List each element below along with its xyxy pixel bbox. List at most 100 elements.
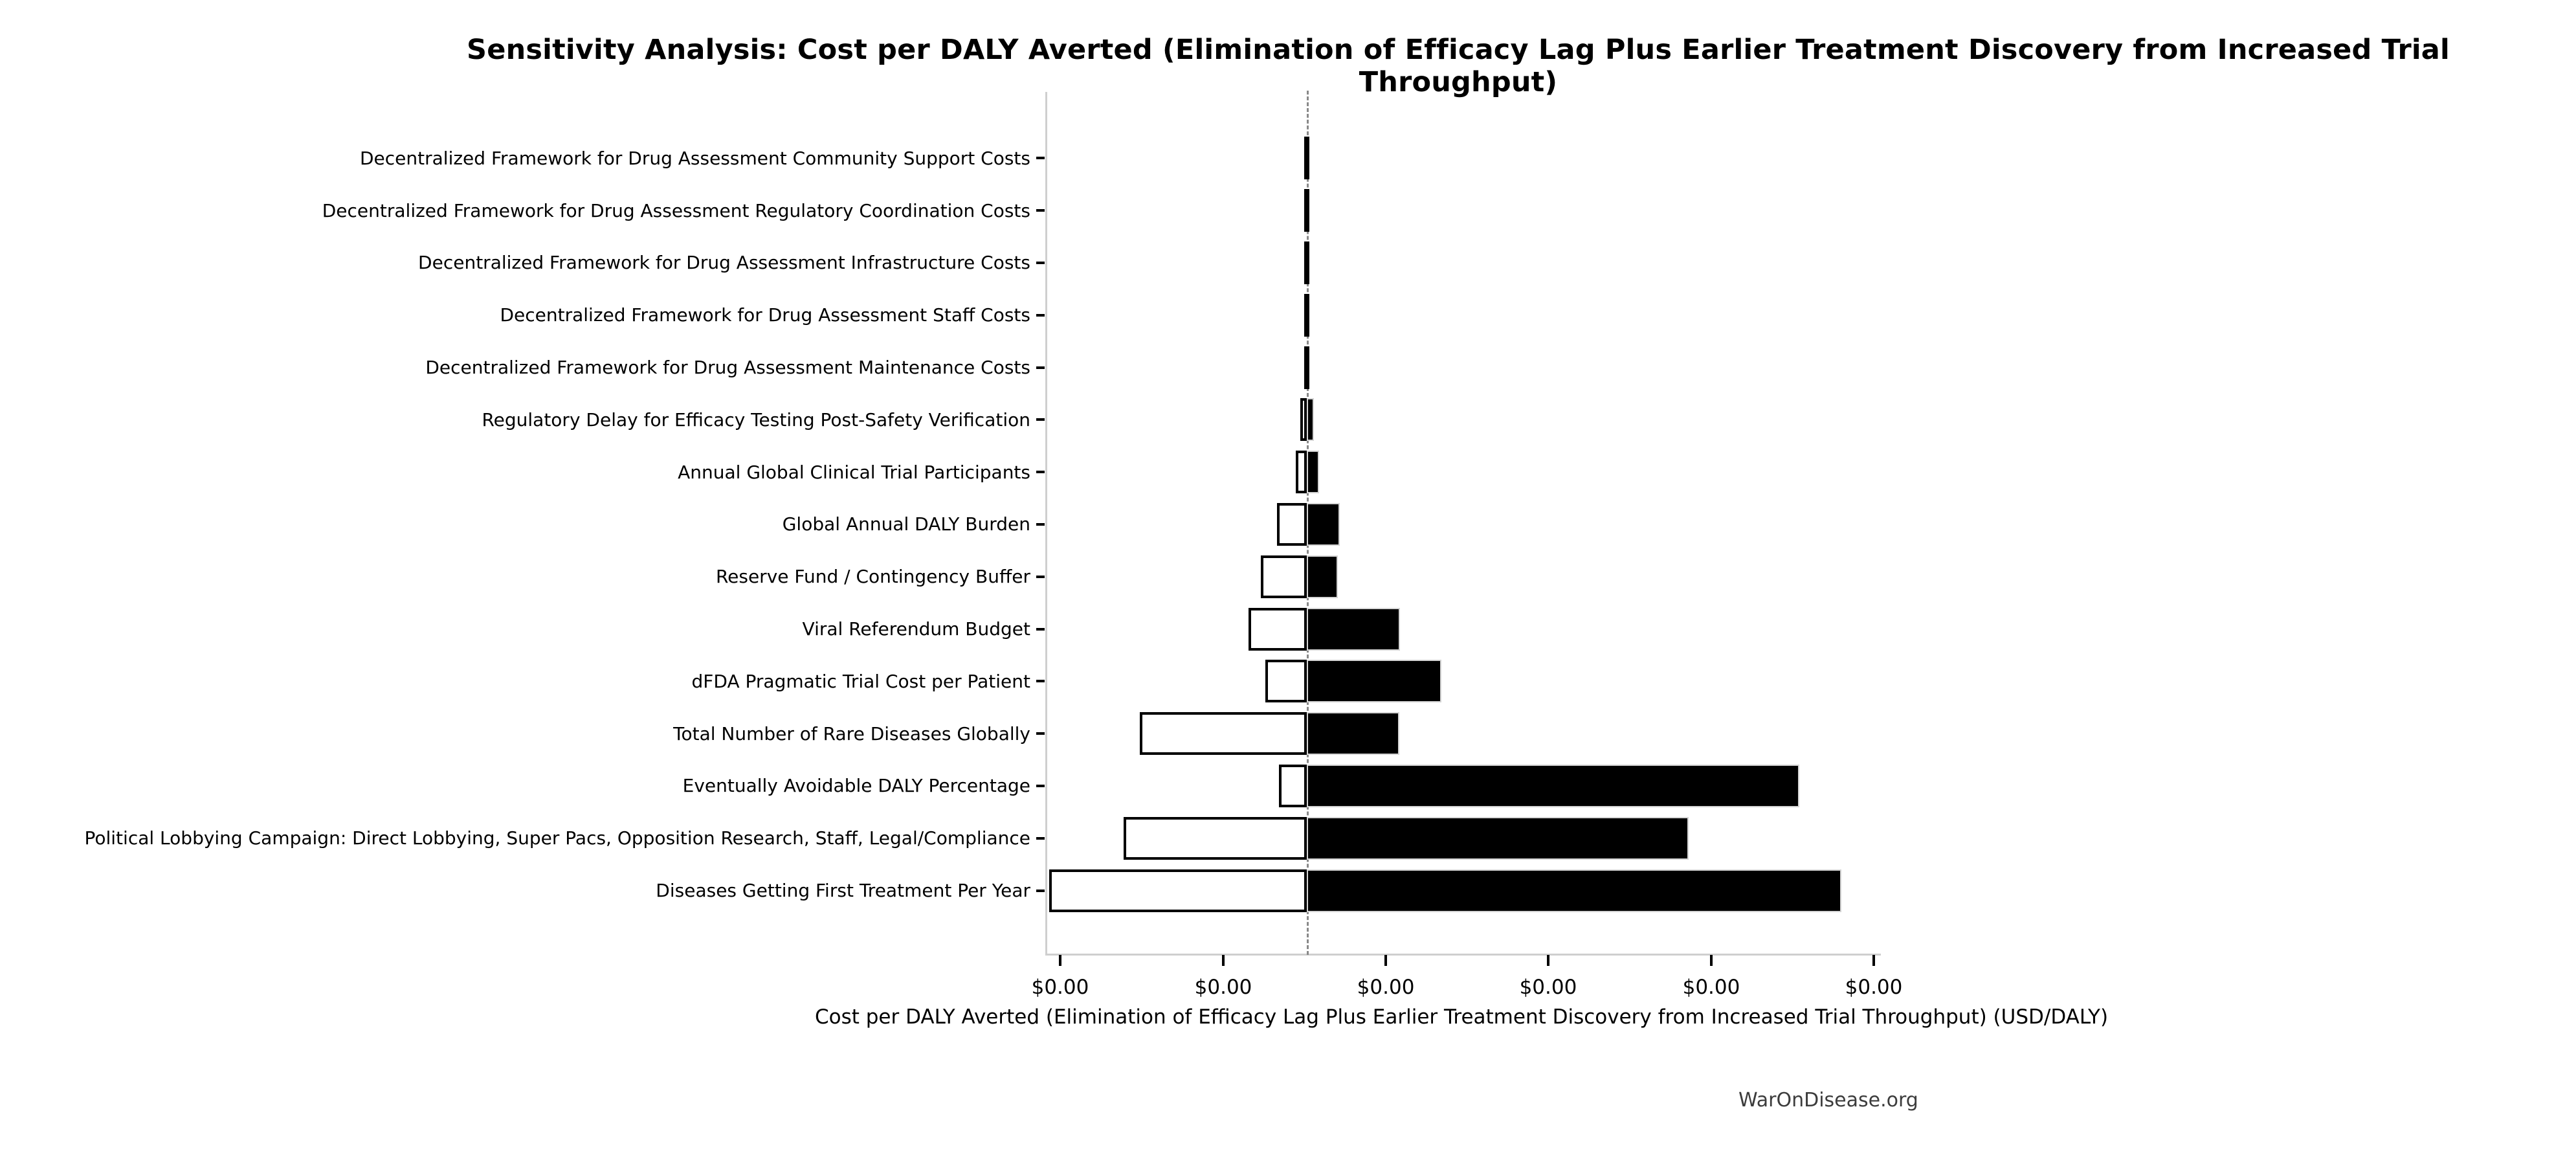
- y-tick-mark: [1036, 209, 1045, 212]
- bar-low-white: [1279, 764, 1307, 807]
- y-tick-mark: [1036, 157, 1045, 160]
- x-axis-spine: [1045, 954, 1881, 956]
- category-label: Annual Global Clinical Trial Participant…: [678, 461, 1030, 483]
- x-tick-mark: [1384, 955, 1388, 966]
- x-tick-label: $0.00: [1194, 976, 1252, 999]
- bar-near-zero: [1304, 189, 1309, 232]
- category-label: Viral Referendum Budget: [802, 618, 1030, 640]
- y-tick-mark: [1036, 889, 1045, 892]
- y-tick-mark: [1036, 366, 1045, 369]
- x-tick-label: $0.00: [1845, 976, 1903, 999]
- category-label: Decentralized Framework for Drug Assessm…: [500, 304, 1030, 326]
- bar-high-black: [1307, 764, 1799, 807]
- tornado-row: [1047, 708, 1877, 760]
- tornado-row: [1047, 394, 1877, 446]
- bar-low-white: [1123, 816, 1307, 860]
- tornado-row: [1047, 864, 1877, 917]
- category-row: Decentralized Framework for Drug Assessm…: [0, 132, 1047, 185]
- bar-low-white: [1265, 660, 1307, 703]
- x-tick-label: $0.00: [1682, 976, 1740, 999]
- tornado-row: [1047, 185, 1877, 237]
- y-axis-labels: Decentralized Framework for Drug Assessm…: [0, 92, 1047, 954]
- tornado-row: [1047, 603, 1877, 655]
- y-tick-mark: [1036, 784, 1045, 787]
- chart-title: Sensitivity Analysis: Cost per DALY Aver…: [467, 34, 2450, 98]
- tornado-row: [1047, 498, 1877, 551]
- category-label: Eventually Avoidable DALY Percentage: [682, 775, 1030, 797]
- tornado-row: [1047, 760, 1877, 812]
- bar-low-white: [1249, 607, 1307, 651]
- category-label: Decentralized Framework for Drug Assessm…: [322, 199, 1030, 221]
- x-tick-mark: [1058, 955, 1061, 966]
- tornado-row: [1047, 289, 1877, 341]
- bar-low-white: [1139, 712, 1307, 756]
- x-tick-label: $0.00: [1519, 976, 1577, 999]
- y-tick-mark: [1036, 732, 1045, 735]
- x-tick-mark: [1546, 955, 1549, 966]
- tornado-row: [1047, 132, 1877, 185]
- category-row: Annual Global Clinical Trial Participant…: [0, 446, 1047, 498]
- category-row: Viral Referendum Budget: [0, 603, 1047, 655]
- category-row: Decentralized Framework for Drug Assessm…: [0, 185, 1047, 237]
- y-tick-mark: [1036, 261, 1045, 264]
- y-tick-mark: [1036, 418, 1045, 421]
- category-label: Diseases Getting First Treatment Per Yea…: [656, 880, 1030, 902]
- x-axis-title: Cost per DALY Averted (Elimination of Ef…: [814, 1005, 2109, 1029]
- y-tick-mark: [1036, 575, 1045, 578]
- bar-near-zero: [1304, 137, 1309, 180]
- category-label: Regulatory Delay for Efficacy Testing Po…: [482, 409, 1030, 431]
- tornado-row: [1047, 446, 1877, 498]
- bar-low-white: [1260, 555, 1307, 598]
- category-row: Total Number of Rare Diseases Globally: [0, 708, 1047, 760]
- y-tick-mark: [1036, 836, 1045, 840]
- y-tick-mark: [1036, 522, 1045, 526]
- x-tick-mark: [1872, 955, 1875, 966]
- category-row: dFDA Pragmatic Trial Cost per Patient: [0, 655, 1047, 708]
- bar-near-zero: [1304, 293, 1309, 337]
- tornado-row: [1047, 237, 1877, 289]
- category-row: Decentralized Framework for Drug Assessm…: [0, 289, 1047, 341]
- x-axis-ticks: $0.00 $0.00 $0.00 $0.00 $0.00 $0.00: [1032, 954, 1902, 1038]
- tornado-row: [1047, 655, 1877, 708]
- category-row: Decentralized Framework for Drug Assessm…: [0, 341, 1047, 394]
- x-tick-label: $0.00: [1357, 976, 1415, 999]
- bar-high-black: [1307, 398, 1315, 442]
- bar-low-white: [1295, 451, 1307, 494]
- tornado-rows: [1047, 92, 1877, 954]
- category-row: Diseases Getting First Treatment Per Yea…: [0, 864, 1047, 917]
- bar-near-zero: [1304, 241, 1309, 284]
- category-label: Decentralized Framework for Drug Assessm…: [360, 147, 1030, 169]
- category-row: Eventually Avoidable DALY Percentage: [0, 760, 1047, 812]
- x-tick-mark: [1709, 955, 1713, 966]
- bar-high-black: [1307, 451, 1319, 494]
- category-label: Decentralized Framework for Drug Assessm…: [418, 252, 1030, 274]
- tornado-row: [1047, 341, 1877, 394]
- category-row: Reserve Fund / Contingency Buffer: [0, 550, 1047, 603]
- category-label: Political Lobbying Campaign: Direct Lobb…: [84, 827, 1030, 849]
- bar-low-white: [1276, 502, 1307, 546]
- y-tick-mark: [1036, 471, 1045, 474]
- category-label: dFDA Pragmatic Trial Cost per Patient: [691, 670, 1031, 692]
- bar-high-black: [1307, 712, 1399, 756]
- x-tick-mark: [1222, 955, 1225, 966]
- bar-high-black: [1307, 607, 1400, 651]
- tornado-row: [1047, 550, 1877, 603]
- bar-high-black: [1307, 502, 1340, 546]
- category-row: Political Lobbying Campaign: Direct Lobb…: [0, 812, 1047, 864]
- category-label: Global Annual DALY Burden: [782, 513, 1030, 535]
- category-row: Decentralized Framework for Drug Assessm…: [0, 237, 1047, 289]
- bar-low-white: [1300, 398, 1307, 442]
- y-tick-mark: [1036, 680, 1045, 683]
- category-label: Total Number of Rare Diseases Globally: [673, 722, 1030, 744]
- y-axis-spine: [1045, 92, 1047, 956]
- bar-high-black: [1307, 555, 1338, 598]
- plot-area: [1045, 91, 1881, 956]
- watermark-text: WarOnDisease.org: [1738, 1089, 1918, 1112]
- category-row: Global Annual DALY Burden: [0, 498, 1047, 551]
- bar-high-black: [1307, 660, 1441, 703]
- bar-low-white: [1049, 869, 1307, 912]
- category-label: Reserve Fund / Contingency Buffer: [715, 566, 1030, 588]
- tornado-row: [1047, 812, 1877, 864]
- bar-high-black: [1307, 816, 1689, 860]
- y-tick-mark: [1036, 627, 1045, 631]
